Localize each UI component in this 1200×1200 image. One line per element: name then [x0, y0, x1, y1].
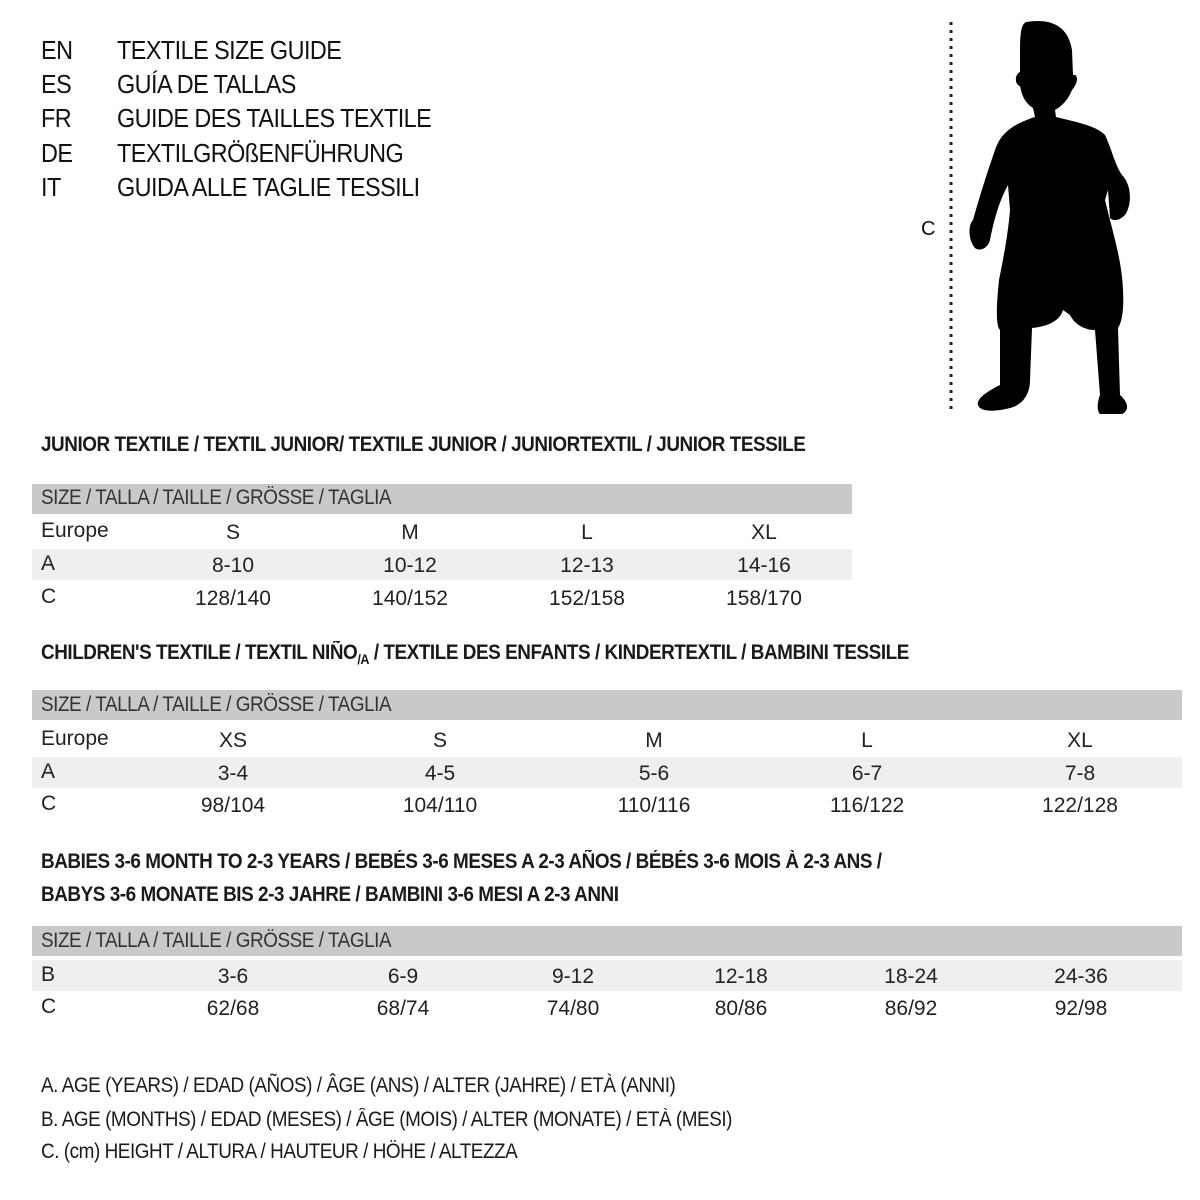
table-header: SIZE / TALLA / TAILLE / GRÖSSE / TAGLIA [41, 929, 392, 952]
height-label: C [921, 218, 936, 240]
row-label: C [41, 995, 57, 1018]
row-label: C [41, 792, 57, 815]
legend-item-c: C. (cm) HEIGHT / ALTURA / HAUTEUR / HÖHE… [41, 1140, 518, 1163]
table-cell: 158/170 [726, 587, 802, 610]
table-cell: 68/74 [376, 997, 430, 1020]
title-text: TEXTILGRÖßENFÜHRUNG [117, 138, 404, 168]
table-cell: 14-16 [737, 554, 791, 577]
title-subscript: /A [357, 651, 370, 668]
row-label: A [41, 760, 56, 783]
row-label: Europe [41, 519, 109, 542]
table-cell: 4-5 [424, 762, 456, 785]
table-cell: 74/80 [546, 997, 600, 1020]
title-part: CHILDREN'S TEXTILE / TEXTIL NIÑO [41, 641, 358, 664]
lang-code: IT [41, 172, 61, 202]
table-cell: S [432, 729, 448, 752]
table-cell: 128/140 [195, 587, 271, 610]
table-header: SIZE / TALLA / TAILLE / GRÖSSE / TAGLIA [41, 486, 392, 509]
table-cell: 116/122 [829, 794, 905, 817]
child-silhouette-icon [949, 20, 1130, 415]
table-cell: 3-6 [217, 965, 249, 988]
table-cell: 5-6 [638, 762, 670, 785]
table-cell: 8-10 [211, 554, 255, 577]
table-cell: 6-9 [387, 965, 419, 988]
table-cell: M [401, 521, 419, 544]
table-cell: L [861, 729, 873, 752]
table-cell: 62/68 [206, 997, 260, 1020]
row-label: A [41, 552, 56, 575]
children-section-title: CHILDREN'S TEXTILE / TEXTIL NIÑO/A / TEX… [41, 641, 909, 667]
table-cell: 7-8 [1064, 762, 1096, 785]
lang-code: FR [41, 103, 72, 133]
table-cell: 24-36 [1054, 965, 1108, 988]
table-cell: 152/158 [549, 587, 625, 610]
row-label: B [41, 963, 56, 986]
row-label: Europe [41, 727, 109, 750]
title-text: GUÍA DE TALLAS [117, 69, 296, 99]
table-cell: 3-4 [217, 762, 249, 785]
lang-code: EN [41, 35, 73, 65]
table-cell: 18-24 [884, 965, 938, 988]
table-cell: 6-7 [851, 762, 883, 785]
table-cell: XS [218, 729, 248, 752]
table-cell: 86/92 [884, 997, 938, 1020]
babies-section-title-line1: BABIES 3-6 MONTH TO 2-3 YEARS / BEBÉS 3-… [41, 850, 882, 873]
title-text: TEXTILE SIZE GUIDE [117, 35, 342, 65]
title-part: / TEXTILE DES ENFANTS / KINDERTEXTIL / B… [369, 641, 910, 664]
row-label: C [41, 585, 57, 608]
babies-section-title-line2: BABYS 3-6 MONATE BIS 2-3 JAHRE / BAMBINI… [41, 883, 619, 906]
table-cell: 110/116 [617, 794, 691, 817]
table-cell: 140/152 [372, 587, 448, 610]
table-cell: 92/98 [1054, 997, 1108, 1020]
legend-item-a: A. AGE (YEARS) / EDAD (AÑOS) / ÂGE (ANS)… [41, 1074, 676, 1097]
title-text: GUIDE DES TAILLES TEXTILE [117, 103, 432, 133]
table-cell: XL [1067, 729, 1093, 752]
table-cell: 12-13 [560, 554, 614, 577]
table-cell: M [645, 729, 663, 752]
table-cell: S [225, 521, 241, 544]
table-header: SIZE / TALLA / TAILLE / GRÖSSE / TAGLIA [41, 693, 392, 716]
table-cell: XL [751, 521, 777, 544]
lang-code: ES [41, 69, 72, 99]
lang-code: DE [41, 138, 73, 168]
table-cell: 98/104 [200, 794, 266, 817]
junior-section-title: JUNIOR TEXTILE / TEXTIL JUNIOR/ TEXTILE … [41, 433, 806, 456]
table-cell: 104/110 [402, 794, 478, 817]
table-cell: 80/86 [714, 997, 768, 1020]
table-cell: L [581, 521, 593, 544]
table-cell: 122/128 [1042, 794, 1118, 817]
table-cell: 9-12 [551, 965, 595, 988]
title-text: GUIDA ALLE TAGLIE TESSILI [117, 172, 420, 202]
table-cell: 10-12 [383, 554, 437, 577]
table-cell: 12-18 [714, 965, 768, 988]
legend-item-b: B. AGE (MONTHS) / EDAD (MESES) / ÂGE (MO… [41, 1108, 733, 1131]
